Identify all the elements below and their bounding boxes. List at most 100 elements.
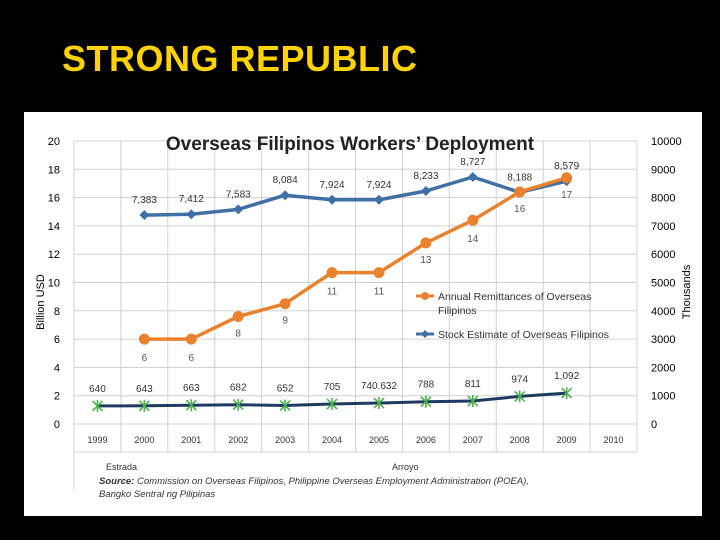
series-point-0 xyxy=(138,333,150,345)
y2-tick-label: 3000 xyxy=(651,334,675,346)
y-tick-label: 16 xyxy=(48,193,60,205)
y2-tick-label: 6000 xyxy=(651,249,675,261)
stock-data-label: 8,233 xyxy=(413,171,438,182)
series-point-2 xyxy=(514,390,526,403)
series-point-2 xyxy=(138,399,150,412)
y2-tick-label: 2000 xyxy=(651,362,675,374)
series-point-1 xyxy=(233,204,244,215)
stock-data-label: 8,727 xyxy=(460,157,485,168)
series-point-0 xyxy=(326,267,338,279)
series-point-2 xyxy=(326,398,338,411)
deployment-data-label: 643 xyxy=(136,384,153,395)
series-point-0 xyxy=(561,172,573,184)
remittance-data-label: 9 xyxy=(282,316,288,327)
x-tick-label: 2007 xyxy=(463,435,483,445)
chart-panel: 0 2 4 6 8 10 12 14 16 18 20 0 1000 2000 3000 4000 5000 60… xyxy=(24,112,702,516)
series-point-1 xyxy=(373,194,384,205)
series-point-1 xyxy=(327,194,338,205)
y-tick-label: 0 xyxy=(54,419,60,431)
x-tick-label: 2005 xyxy=(369,435,389,445)
legend-label-remittance: Annual Remittances of Overseas Filipinos xyxy=(438,291,592,317)
y-tick-label: 4 xyxy=(54,362,60,374)
series-point-2 xyxy=(185,399,197,412)
series-point-0 xyxy=(467,214,479,226)
y2-axis-title: Thousands xyxy=(681,264,693,319)
stock-data-label: 8,188 xyxy=(507,172,532,183)
y2-tick-label: 10000 xyxy=(651,136,682,148)
y2-tick-label: 9000 xyxy=(651,164,675,176)
series-point-2 xyxy=(561,387,573,400)
y-tick-label: 8 xyxy=(54,306,60,318)
y-tick-label: 2 xyxy=(54,391,60,403)
series-point-0 xyxy=(373,267,385,279)
x-tick-label: 2006 xyxy=(416,435,436,445)
x-tick-label: 2008 xyxy=(510,435,530,445)
series-point-2 xyxy=(279,399,291,412)
remittance-data-label: 16 xyxy=(514,204,526,215)
x-tick-label: 2000 xyxy=(134,435,154,445)
y2-tick-label: 7000 xyxy=(651,221,675,233)
slide-title: STRONG REPUBLIC xyxy=(62,38,418,79)
deployment-data-label: 663 xyxy=(183,383,200,394)
series-point-1 xyxy=(420,186,431,197)
legend-marker-remittance xyxy=(421,292,429,300)
y-axis-title: Billion USD xyxy=(35,274,47,330)
y2-tick-label: 5000 xyxy=(651,278,675,290)
remittance-data-label: 6 xyxy=(189,353,195,364)
stock-data-label: 8,084 xyxy=(273,175,298,186)
deployment-data-label: 682 xyxy=(230,383,247,394)
source-note-line1: Source: Commission on Overseas Filipinos… xyxy=(99,476,529,487)
y-tick-label: 10 xyxy=(48,278,60,290)
x-tick-label: 2003 xyxy=(275,435,295,445)
source-note-line2: Bangko Sentral ng Pilipinas xyxy=(99,489,215,500)
deployment-data-label: 652 xyxy=(277,384,294,395)
stock-data-label: 7,583 xyxy=(226,189,251,200)
x-tick-label: 2004 xyxy=(322,435,342,445)
y2-tick-label: 8000 xyxy=(651,193,675,205)
series-point-0 xyxy=(185,333,197,345)
series-point-2 xyxy=(420,395,432,408)
deployment-chart: 0 2 4 6 8 10 12 14 16 18 20 0 1000 2000 3000 4000 5000 60… xyxy=(35,134,693,500)
stock-data-label: 7,924 xyxy=(320,180,345,191)
series-point-0 xyxy=(420,237,432,249)
series-point-2 xyxy=(373,397,385,410)
series-line-0 xyxy=(144,176,568,341)
x-tick-label: 2009 xyxy=(557,435,577,445)
stock-data-label: 7,412 xyxy=(179,194,204,205)
series-point-0 xyxy=(279,298,291,310)
series-line-1 xyxy=(144,175,568,217)
deployment-data-label: 811 xyxy=(465,379,481,390)
y-tick-label: 12 xyxy=(48,249,60,261)
annotation-estrada: Estrada xyxy=(106,462,137,472)
y-tick-label: 18 xyxy=(48,164,60,176)
remittance-data-label: 13 xyxy=(420,255,432,266)
series-point-0 xyxy=(514,186,526,198)
y2-tick-label: 4000 xyxy=(651,306,675,318)
y-tick-label: 20 xyxy=(48,136,60,148)
y-tick-label: 6 xyxy=(54,334,60,346)
chart-title: Overseas Filipinos Workers’ Deployment xyxy=(166,134,535,155)
annotation-arroyo: Arroyo xyxy=(392,462,419,472)
x-tick-label: 1999 xyxy=(87,435,107,445)
series-point-2 xyxy=(91,399,104,412)
deployment-data-label: 1,092 xyxy=(554,371,579,382)
deployment-data-label: 705 xyxy=(324,382,341,393)
deployment-data-label: 740.632 xyxy=(361,381,398,392)
series-point-1 xyxy=(467,172,478,183)
remittance-data-label: 14 xyxy=(467,234,479,245)
series-point-1 xyxy=(139,210,150,221)
series-point-1 xyxy=(186,209,197,220)
y2-tick-label: 1000 xyxy=(651,391,675,403)
x-tick-label: 2002 xyxy=(228,435,248,445)
deployment-data-label: 788 xyxy=(418,380,435,391)
series-point-2 xyxy=(467,395,479,408)
remittance-data-label: 8 xyxy=(235,328,241,339)
legend-marker-stock xyxy=(421,330,429,338)
stock-data-label: 7,383 xyxy=(132,195,157,206)
series-point-2 xyxy=(232,398,244,411)
deployment-data-label: 640 xyxy=(89,384,106,395)
x-tick-label: 2001 xyxy=(181,435,201,445)
x-tick-label: 2010 xyxy=(604,435,624,445)
deployment-data-label: 974 xyxy=(511,374,528,385)
remittance-data-label: 11 xyxy=(374,287,385,298)
